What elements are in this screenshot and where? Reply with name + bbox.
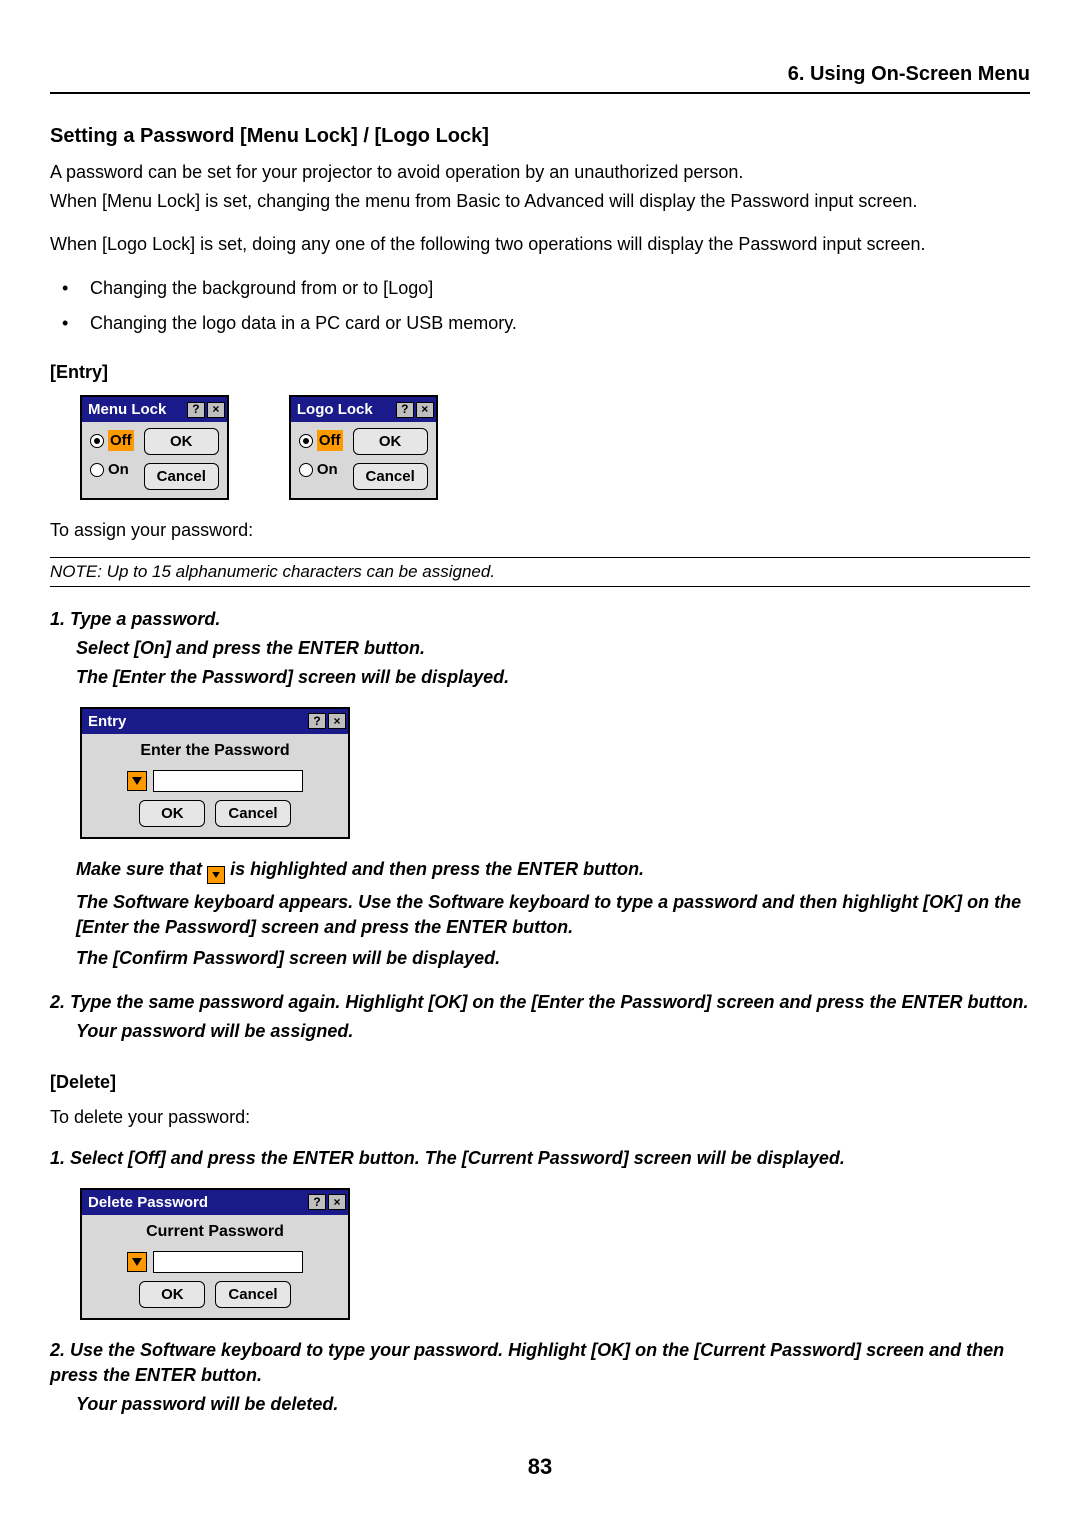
ok-button[interactable]: OK	[144, 428, 219, 455]
cancel-button[interactable]: Cancel	[144, 463, 219, 490]
delete-heading: [Delete]	[50, 1070, 1030, 1095]
dialog-titlebar: Menu Lock ? ×	[82, 397, 227, 422]
entry-label: Enter the Password	[140, 740, 289, 762]
dialog-titlebar: Entry ? ×	[82, 709, 348, 734]
dialog-title-text: Menu Lock	[88, 399, 166, 420]
note-line: NOTE: Up to 15 alphanumeric characters c…	[50, 557, 1030, 587]
bullet-list: Changing the background from or to [Logo…	[50, 276, 1030, 336]
step-1a: Select [On] and press the ENTER button.	[76, 636, 1030, 661]
section-title: Setting a Password [Menu Lock] / [Logo L…	[50, 122, 1030, 150]
close-icon[interactable]: ×	[328, 713, 346, 729]
step-1d: The Software keyboard appears. Use the S…	[76, 890, 1030, 940]
delete-step-2: 2. Use the Software keyboard to type you…	[50, 1338, 1030, 1388]
help-icon[interactable]: ?	[187, 402, 205, 418]
radio-on[interactable]: On	[90, 459, 134, 480]
step-2: 2. Type the same password again. Highlig…	[50, 990, 1030, 1015]
dialog-titlebar: Delete Password ? ×	[82, 1190, 348, 1215]
help-icon[interactable]: ?	[308, 713, 326, 729]
dialog-titlebar: Logo Lock ? ×	[291, 397, 436, 422]
dialog-title-text: Entry	[88, 711, 126, 732]
close-icon[interactable]: ×	[207, 402, 225, 418]
radio-off[interactable]: Off	[299, 430, 343, 451]
dropdown-icon	[207, 866, 225, 884]
close-icon[interactable]: ×	[328, 1194, 346, 1210]
ok-button[interactable]: OK	[353, 428, 428, 455]
password-input[interactable]	[153, 1251, 303, 1273]
step-1e: The [Confirm Password] screen will be di…	[76, 946, 1030, 971]
entry-dialog: Entry ? × Enter the Password OK Cancel	[80, 707, 350, 839]
ok-button[interactable]: OK	[139, 1281, 205, 1308]
ok-button[interactable]: OK	[139, 800, 205, 827]
chapter-header: 6. Using On-Screen Menu	[50, 60, 1030, 94]
radio-on[interactable]: On	[299, 459, 343, 480]
dialog-title-text: Delete Password	[88, 1192, 208, 1213]
bullet-item: Changing the background from or to [Logo…	[62, 276, 1030, 301]
assign-text: To assign your password:	[50, 518, 1030, 543]
radio-off-label: Off	[317, 430, 343, 451]
dropdown-icon[interactable]	[127, 771, 147, 791]
step-1b: The [Enter the Password] screen will be …	[76, 665, 1030, 690]
delete-password-dialog: Delete Password ? × Current Password OK …	[80, 1188, 350, 1320]
help-icon[interactable]: ?	[308, 1194, 326, 1210]
delete-label: Current Password	[146, 1221, 284, 1243]
dialogs-row: Menu Lock ? × Off On OK Cancel	[80, 395, 1030, 500]
bullet-item: Changing the logo data in a PC card or U…	[62, 311, 1030, 336]
cancel-button[interactable]: Cancel	[353, 463, 428, 490]
intro-line-1: A password can be set for your projector…	[50, 160, 1030, 185]
close-icon[interactable]: ×	[416, 402, 434, 418]
intro-line-2: When [Menu Lock] is set, changing the me…	[50, 189, 1030, 214]
delete-step-1: 1. Select [Off] and press the ENTER butt…	[50, 1146, 1030, 1171]
intro-line-3: When [Logo Lock] is set, doing any one o…	[50, 232, 1030, 257]
entry-heading: [Entry]	[50, 360, 1030, 385]
radio-on-label: On	[317, 459, 338, 480]
help-icon[interactable]: ?	[396, 402, 414, 418]
menu-lock-dialog: Menu Lock ? × Off On OK Cancel	[80, 395, 229, 500]
delete-step-2b: Your password will be deleted.	[76, 1392, 1030, 1417]
logo-lock-dialog: Logo Lock ? × Off On OK Cancel	[289, 395, 438, 500]
radio-off[interactable]: Off	[90, 430, 134, 451]
cancel-button[interactable]: Cancel	[215, 1281, 290, 1308]
radio-on-label: On	[108, 459, 129, 480]
step-1c: Make sure that is highlighted and then p…	[76, 857, 1030, 884]
step-1: 1. Type a password.	[50, 607, 1030, 632]
page-number: 83	[50, 1452, 1030, 1483]
cancel-button[interactable]: Cancel	[215, 800, 290, 827]
radio-off-label: Off	[108, 430, 134, 451]
password-input[interactable]	[153, 770, 303, 792]
delete-text: To delete your password:	[50, 1105, 1030, 1130]
dialog-title-text: Logo Lock	[297, 399, 373, 420]
dropdown-icon[interactable]	[127, 1252, 147, 1272]
step-2b: Your password will be assigned.	[76, 1019, 1030, 1044]
